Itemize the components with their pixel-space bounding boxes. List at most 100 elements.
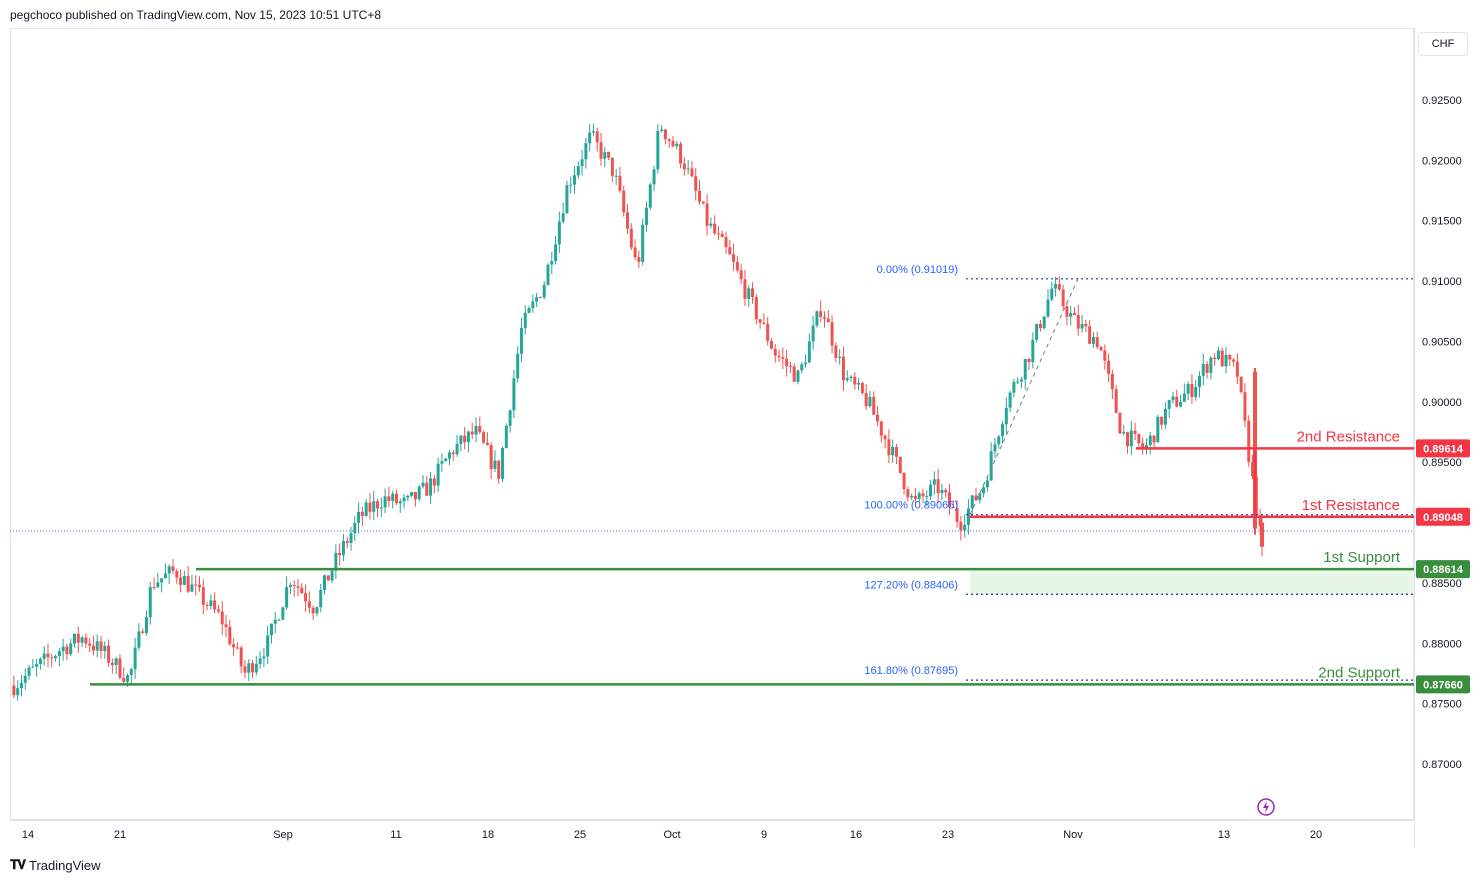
candle-body [815, 311, 819, 326]
candle-body [758, 319, 762, 323]
candle-body [110, 662, 114, 666]
support-zone [970, 569, 1414, 595]
candle-body [281, 607, 285, 620]
price-badge [1416, 675, 1470, 694]
candle-body [1220, 350, 1224, 367]
candle-body [1084, 323, 1088, 327]
candle-body [80, 637, 84, 643]
candle-body [535, 297, 539, 302]
candle-body [451, 452, 455, 455]
candle-body [648, 184, 652, 208]
candle-body [747, 288, 751, 299]
candle-body [1190, 383, 1194, 398]
candle-body [595, 131, 599, 143]
candle-body [69, 643, 73, 655]
candle-body [38, 658, 42, 665]
y-tick-label: 0.92000 [1422, 155, 1462, 167]
y-tick-label: 0.90000 [1422, 397, 1462, 409]
x-tick-label: 20 [1310, 829, 1322, 841]
candle-body [171, 566, 175, 571]
fib-level-label: 161.80% (0.87695) [864, 665, 958, 677]
candle-body [887, 439, 891, 456]
price-badge-text: 0.88614 [1423, 564, 1464, 576]
y-tick-label: 0.92500 [1422, 95, 1462, 107]
candle-body [1152, 435, 1156, 443]
candle-body [902, 472, 906, 490]
candle-body [573, 175, 576, 185]
candle-body [417, 486, 421, 500]
candle-body [228, 626, 232, 645]
candle-body [1251, 461, 1255, 477]
candle-body [860, 382, 864, 394]
candle-body [383, 496, 387, 508]
candle-body [1001, 424, 1005, 437]
candle-body [868, 396, 872, 407]
candle-body [1133, 430, 1137, 434]
support-label: 2nd Support [1318, 664, 1401, 681]
candle-body [773, 348, 777, 356]
fib-level-label: 127.20% (0.88406) [864, 579, 958, 591]
candle-body [948, 492, 951, 508]
candle-body [857, 382, 861, 385]
candle-body [398, 501, 402, 504]
currency-button[interactable]: CHF [1418, 32, 1468, 56]
candle-body [432, 478, 436, 486]
candle-body [531, 301, 535, 308]
candle-body [925, 496, 929, 498]
candle-body [936, 479, 940, 494]
resistance-label: 1st Resistance [1302, 497, 1400, 514]
candle-body [1198, 375, 1201, 387]
candle-body [838, 356, 842, 358]
candle-body [198, 584, 201, 588]
candle-body [258, 658, 262, 664]
candle-body [910, 496, 914, 498]
x-tick-label: 14 [22, 829, 34, 841]
candle-body [1122, 432, 1126, 434]
candle-body [126, 675, 130, 682]
candle-body [1118, 412, 1122, 434]
candle-body [724, 237, 728, 248]
candle-body [311, 607, 315, 614]
candle-body [713, 223, 717, 234]
candle-body [569, 184, 573, 186]
candle-body [811, 325, 815, 342]
candle-body [698, 190, 701, 202]
candle-body [1213, 357, 1217, 360]
candle-body [970, 495, 974, 509]
candle-body [394, 493, 398, 504]
candle-body [334, 552, 338, 571]
candle-body [720, 233, 724, 238]
candle-body [91, 645, 95, 651]
candle-body [762, 322, 766, 324]
candle-body [1080, 323, 1084, 329]
candle-body [906, 489, 910, 498]
candle-body [622, 190, 626, 213]
candle-body [436, 463, 440, 486]
price-badge [1416, 560, 1470, 579]
candle-body [213, 600, 217, 610]
candle-body [387, 496, 391, 502]
candle-body [554, 244, 558, 262]
candle-body [618, 175, 622, 191]
candle-body [1065, 306, 1069, 317]
candle-body [186, 576, 190, 592]
candle-body [576, 166, 580, 176]
candle-body [103, 645, 107, 651]
price-scale-divider [1414, 28, 1415, 848]
candle-body [1179, 401, 1183, 407]
candle-body [1228, 354, 1232, 360]
candle-body [849, 376, 853, 379]
fib-trend-line [969, 278, 1079, 515]
candle-body [42, 653, 46, 659]
y-tick-label: 0.91000 [1422, 276, 1462, 288]
candle-body [357, 511, 361, 523]
candle-body [607, 152, 611, 158]
candle-body [262, 656, 266, 659]
y-tick-label: 0.91500 [1422, 216, 1462, 228]
chart-pane[interactable] [10, 28, 1414, 820]
candle-body [137, 631, 141, 648]
candle-body [819, 311, 823, 318]
candle-body [304, 593, 308, 602]
candle-body [955, 508, 959, 522]
x-tick-label: Nov [1063, 829, 1083, 841]
